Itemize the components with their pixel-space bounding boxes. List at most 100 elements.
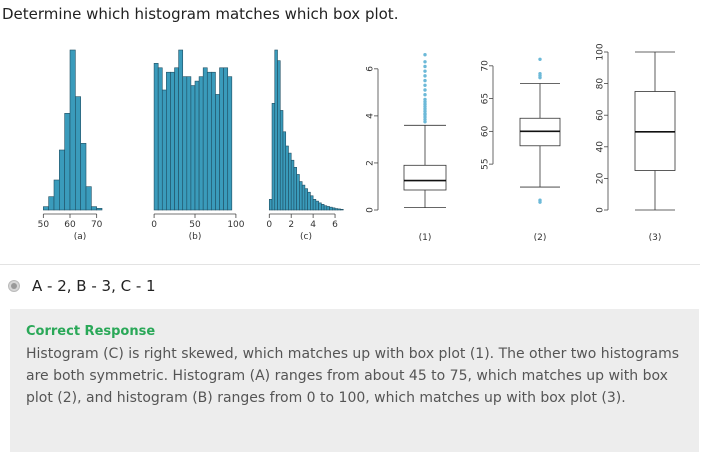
outlier-point [423, 117, 427, 122]
answer-option[interactable]: A - 2, B - 3, C - 1 [8, 277, 156, 295]
histogram-bar [206, 71, 212, 211]
y-tick-label: 100 [596, 43, 606, 60]
histogram-bar [219, 67, 224, 211]
histogram-bar [161, 89, 167, 211]
histogram-bar [85, 186, 92, 211]
outlier-point [423, 109, 427, 113]
outlier-point [423, 88, 427, 92]
charts-figure: 50 60 70 (a) 0 50 100 (b) 0 2 4 6 (c) 0 2 4 6 (1) 55 60 65 70… [38, 43, 676, 243]
x-tick-label: 60 [64, 220, 76, 230]
radio-button[interactable] [8, 280, 20, 292]
histogram-bar [321, 204, 325, 211]
histogram-bar [227, 76, 233, 211]
histogram-bar [268, 199, 273, 211]
histogram-bar [43, 206, 49, 211]
y-tick-label: 55 [481, 158, 491, 169]
histogram-bar [332, 207, 336, 211]
histogram-bar [301, 184, 306, 211]
histogram-bar [198, 76, 204, 211]
chart-caption: (c) [300, 232, 312, 242]
outlier-point [423, 60, 427, 64]
histogram-bar [326, 206, 330, 211]
outlier-point [423, 102, 427, 106]
histogram-bar [202, 67, 208, 211]
histogram-bar [315, 200, 319, 211]
x-tick-label: 2 [288, 220, 294, 230]
outlier-point [423, 107, 427, 111]
histogram-bar [91, 206, 97, 211]
histogram-bar [194, 80, 200, 211]
histogram-bar [80, 143, 87, 211]
histogram-bar [53, 179, 60, 211]
y-tick-label: 0 [596, 207, 606, 213]
y-tick-label: 60 [481, 125, 491, 137]
histogram-bar [157, 67, 163, 211]
outlier-point [538, 71, 542, 76]
x-tick-label: 50 [38, 220, 50, 230]
y-tick-label: 20 [596, 172, 606, 184]
histogram-bar [334, 208, 339, 211]
histogram-bar [318, 202, 322, 211]
histogram-bar [64, 113, 71, 211]
histogram-bar [279, 110, 284, 211]
histogram-bar [312, 199, 317, 211]
question-text: Determine which histogram matches which … [2, 5, 399, 23]
histogram-bar [323, 205, 328, 211]
histogram-bar [186, 76, 192, 211]
y-tick-label: 0 [366, 207, 376, 213]
histogram-bar [174, 67, 179, 211]
y-tick-label: 80 [596, 78, 606, 90]
histogram-bar [69, 49, 76, 211]
feedback-panel: Correct Response Histogram (C) is right … [10, 309, 699, 452]
histogram-bar [277, 60, 281, 211]
histogram-bar [153, 63, 159, 211]
histogram-bar [288, 152, 292, 211]
histogram-bar [293, 167, 297, 211]
histogram-bar [48, 196, 55, 211]
x-tick-label: 70 [91, 220, 103, 230]
histogram-bar [304, 188, 308, 211]
x-tick-label: 4 [310, 220, 316, 230]
histogram-bar [182, 76, 188, 211]
histogram-bar [296, 174, 300, 211]
outlier-point [538, 198, 542, 202]
outlier-point [423, 69, 427, 73]
chart-caption: (2) [534, 233, 547, 243]
histogram-bar [75, 96, 81, 211]
y-tick-label: 6 [366, 66, 376, 72]
chart-caption: (a) [74, 232, 87, 242]
chart-caption: (b) [189, 232, 202, 242]
y-tick-label: 70 [481, 60, 491, 72]
histogram-bar [299, 181, 303, 211]
chart-caption: (1) [419, 233, 432, 243]
histogram-bar [178, 49, 184, 211]
outlier-point [423, 97, 427, 102]
outlier-point [423, 115, 427, 119]
outlier-point [423, 53, 427, 57]
histogram-bar [337, 208, 341, 211]
x-tick-label: 50 [189, 220, 201, 230]
histogram-bar [329, 206, 333, 211]
outlier-point [423, 64, 427, 69]
y-tick-label: 2 [366, 160, 376, 166]
histogram-bar [271, 103, 276, 211]
histogram-bar [274, 49, 278, 211]
y-tick-label: 4 [366, 113, 376, 119]
y-tick-label: 40 [596, 141, 606, 153]
histogram-bar [285, 145, 289, 211]
histogram-bar [170, 71, 175, 211]
histogram-bar [215, 94, 220, 211]
answer-label: A - 2, B - 3, C - 1 [32, 277, 156, 295]
outlier-point [538, 57, 542, 61]
histogram-bar [211, 71, 216, 211]
histogram-bar [96, 208, 103, 211]
outlier-point [423, 83, 427, 87]
radio-dot-icon [11, 283, 17, 289]
histogram-bar [290, 159, 295, 211]
x-tick-label: 0 [266, 220, 272, 230]
figure: 50 60 70 (a) 0 50 100 (b) 0 2 4 6 (c) 0 2 4 6 (1) 55 60 65 70… [0, 40, 708, 250]
outlier-point [423, 93, 427, 97]
histogram-bar [223, 67, 229, 211]
chart-caption: (3) [649, 233, 662, 243]
box-iqr [403, 164, 447, 191]
